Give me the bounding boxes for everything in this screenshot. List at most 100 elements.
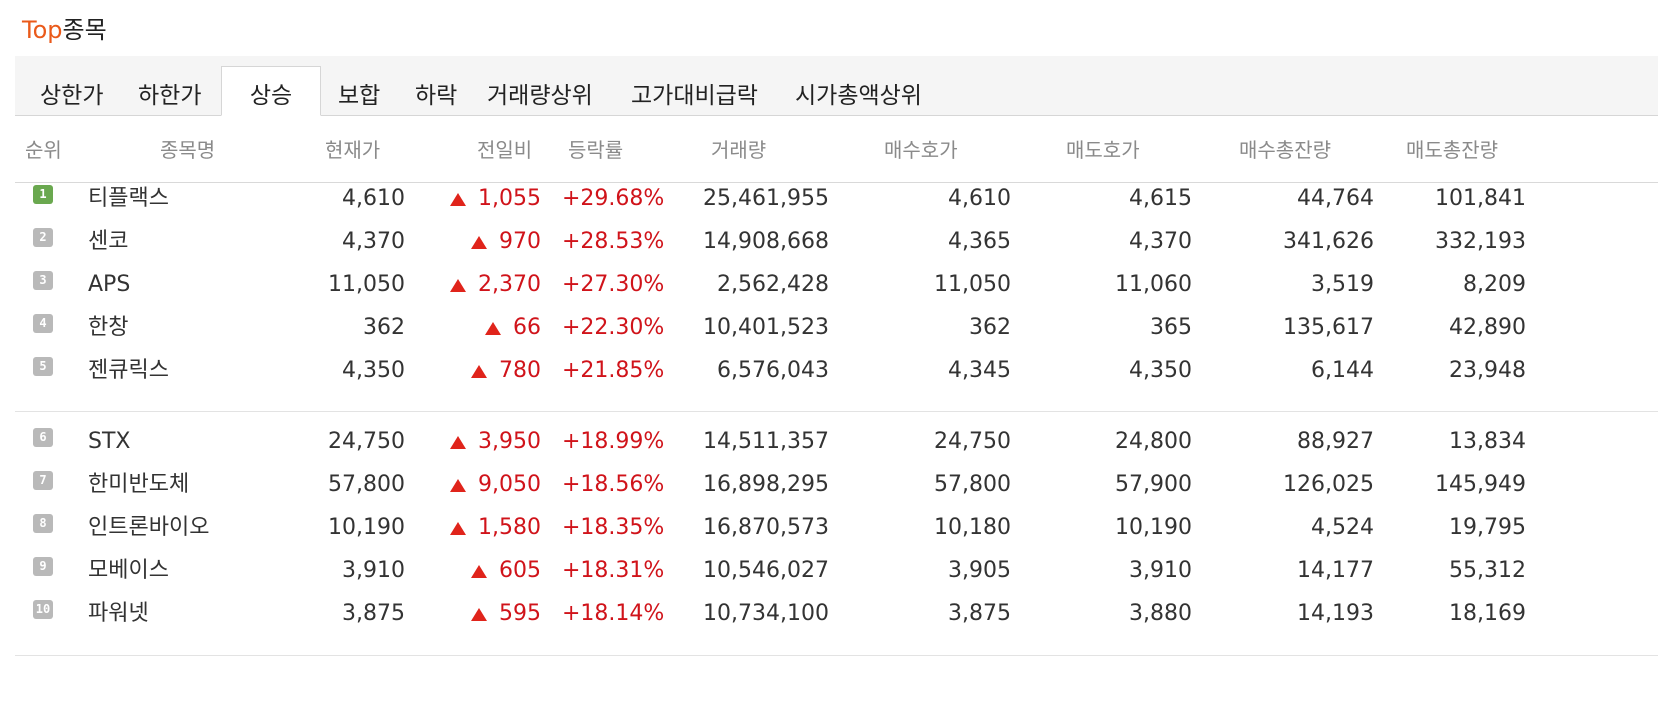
change-amount: 970 <box>499 229 541 254</box>
bid-total-volume: 4,524 <box>1311 515 1374 540</box>
rank-badge: 8 <box>33 514 53 533</box>
current-price: 4,610 <box>342 186 405 211</box>
rank-badge: 3 <box>33 271 53 290</box>
trade-volume: 14,908,668 <box>703 229 829 254</box>
title-rest: 종목 <box>62 16 107 44</box>
ask-price: 4,370 <box>1129 229 1192 254</box>
current-price: 24,750 <box>328 429 405 454</box>
table-bottom-border <box>15 655 1658 656</box>
table-header: 순위 종목명 현재가 전일비 등락률 거래량 매수호가 매도호가 매수총잔량 매… <box>15 118 1658 183</box>
bid-total-volume: 88,927 <box>1297 429 1374 454</box>
current-price: 57,800 <box>328 472 405 497</box>
ask-price: 365 <box>1150 315 1192 340</box>
change-value: 595 <box>435 590 541 637</box>
ask-price: 24,800 <box>1115 429 1192 454</box>
table-row[interactable]: 2 센코 4,370 970 +28.53% 14,908,668 4,365 4,370 34… <box>15 218 1658 265</box>
col-ask: 매도호가 <box>1066 138 1140 162</box>
ask-price: 3,880 <box>1129 601 1192 626</box>
up-triangle-icon <box>450 522 467 535</box>
table-row[interactable]: 4 한창 362 66 +22.30% 10,401,523 362 365 135,617 42… <box>15 304 1658 351</box>
change-rate: +18.56% <box>562 472 665 497</box>
trade-volume: 16,870,573 <box>703 515 829 540</box>
table-row[interactable]: 6 STX 24,750 3,950 +18.99% 14,511,357 24,750 24… <box>15 418 1658 465</box>
stock-name-link[interactable]: 한미반도체 <box>88 472 190 497</box>
ask-price: 4,350 <box>1129 358 1192 383</box>
change-rate: +29.68% <box>562 186 665 211</box>
current-price: 4,370 <box>342 229 405 254</box>
ask-total-volume: 19,795 <box>1449 515 1526 540</box>
bid-price: 362 <box>969 315 1011 340</box>
stock-name-link[interactable]: 한창 <box>88 315 129 340</box>
trade-volume: 10,734,100 <box>703 601 829 626</box>
stock-name-link[interactable]: APS <box>88 272 131 297</box>
col-bid-total: 매수총잔량 <box>1239 138 1331 162</box>
trade-volume: 10,401,523 <box>703 315 829 340</box>
stock-name-link[interactable]: 센코 <box>88 229 129 254</box>
change-rate: +21.85% <box>562 358 665 383</box>
ask-total-volume: 18,169 <box>1449 601 1526 626</box>
change-value: 3,950 <box>435 418 541 465</box>
stock-name-link[interactable]: 모베이스 <box>88 558 169 583</box>
change-amount: 66 <box>513 315 541 340</box>
stock-name-link[interactable]: STX <box>88 429 131 454</box>
tab-lower-limit[interactable]: 하한가 <box>138 83 202 109</box>
stock-name-link[interactable]: 젠큐릭스 <box>88 358 169 383</box>
stock-name-link[interactable]: 티플랙스 <box>88 186 169 211</box>
up-triangle-icon <box>471 608 487 621</box>
tab-volume-top[interactable]: 거래량상위 <box>487 83 593 109</box>
rank-badge: 7 <box>33 471 53 490</box>
bid-price: 57,800 <box>934 472 1011 497</box>
bid-price: 3,875 <box>948 601 1011 626</box>
rank-badge: 6 <box>33 428 53 447</box>
up-triangle-icon <box>471 365 487 378</box>
up-triangle-icon <box>485 322 501 335</box>
current-price: 11,050 <box>328 272 405 297</box>
tab-upper-limit[interactable]: 상한가 <box>40 83 104 109</box>
tab-fall[interactable]: 하락 <box>415 83 458 109</box>
rank-badge: 5 <box>33 357 53 376</box>
table-row[interactable]: 8 인트론바이오 10,190 1,580 +18.35% 16,870,573 10,18… <box>15 504 1658 551</box>
stock-name-link[interactable]: 인트론바이오 <box>88 515 210 540</box>
table-row[interactable]: 5 젠큐릭스 4,350 780 +21.85% 6,576,043 4,345 4,350 6… <box>15 347 1658 394</box>
trade-volume: 2,562,428 <box>717 272 829 297</box>
tab-flat[interactable]: 보합 <box>338 83 381 109</box>
rank-badge: 2 <box>33 228 53 247</box>
current-price: 3,910 <box>342 558 405 583</box>
table-row[interactable]: 7 한미반도체 57,800 9,050 +18.56% 16,898,295 57,800… <box>15 461 1658 508</box>
change-value: 605 <box>435 547 541 594</box>
change-amount: 1,580 <box>478 515 541 540</box>
bid-total-volume: 6,144 <box>1311 358 1374 383</box>
table-row[interactable]: 10 파워넷 3,875 595 +18.14% 10,734,100 3,875 3,880… <box>15 590 1658 637</box>
change-amount: 605 <box>499 558 541 583</box>
trade-volume: 14,511,357 <box>703 429 829 454</box>
col-change: 전일비 <box>477 138 533 162</box>
up-triangle-icon <box>450 279 467 292</box>
table-row[interactable]: 1 티플랙스 4,610 1,055 +29.68% 25,461,955 4,610 4,6… <box>15 175 1658 222</box>
bid-total-volume: 14,177 <box>1297 558 1374 583</box>
tab-rise[interactable]: 상승 <box>221 66 321 116</box>
up-triangle-icon <box>450 479 467 492</box>
change-amount: 2,370 <box>478 272 541 297</box>
ask-total-volume: 13,834 <box>1449 429 1526 454</box>
trade-volume: 25,461,955 <box>703 186 829 211</box>
trade-volume: 10,546,027 <box>703 558 829 583</box>
up-triangle-icon <box>450 193 467 206</box>
stock-name-link[interactable]: 파워넷 <box>88 601 149 626</box>
col-price: 현재가 <box>325 138 381 162</box>
current-price: 3,875 <box>342 601 405 626</box>
tab-market-cap-top[interactable]: 시가총액상위 <box>795 83 922 109</box>
bid-price: 3,905 <box>948 558 1011 583</box>
up-triangle-icon <box>471 236 487 249</box>
change-rate: +18.35% <box>562 515 665 540</box>
change-amount: 1,055 <box>478 186 541 211</box>
table-row[interactable]: 3 APS 11,050 2,370 +27.30% 2,562,428 11,050 11,… <box>15 261 1658 308</box>
current-price: 362 <box>363 315 405 340</box>
ask-total-volume: 101,841 <box>1435 186 1526 211</box>
table-row[interactable]: 9 모베이스 3,910 605 +18.31% 10,546,027 3,905 3,910… <box>15 547 1658 594</box>
change-rate: +22.30% <box>562 315 665 340</box>
tab-drop-from-high[interactable]: 고가대비급락 <box>631 83 758 109</box>
ask-total-volume: 145,949 <box>1435 472 1526 497</box>
bid-price: 4,365 <box>948 229 1011 254</box>
group-divider <box>15 411 1658 412</box>
